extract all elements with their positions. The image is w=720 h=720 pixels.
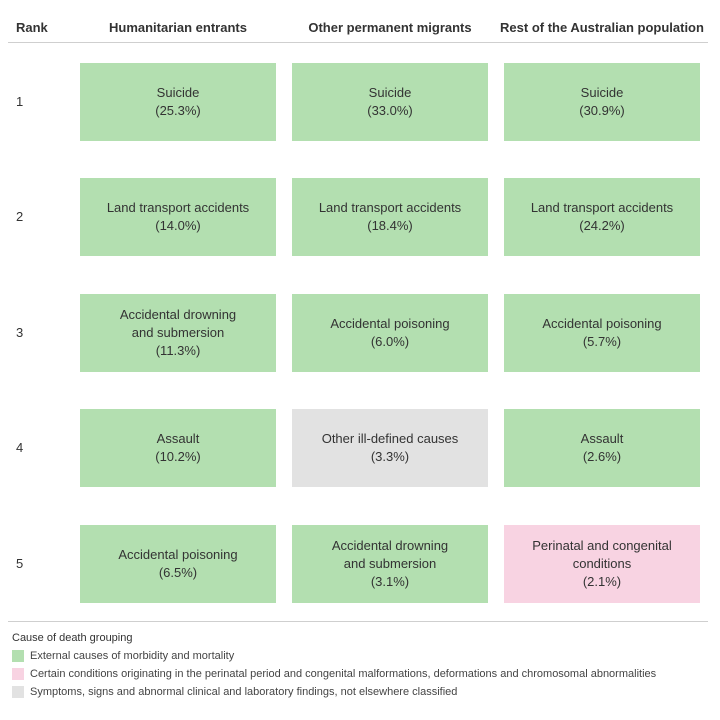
rank-number: 3	[16, 325, 24, 340]
cause-cell: Suicide (30.9%)	[504, 63, 700, 141]
legend-swatch-external	[12, 650, 24, 662]
cause-cell: Assault (10.2%)	[80, 409, 276, 487]
cause-cell: Accidental drowning and submersion (11.3%…	[80, 294, 276, 372]
cause-percentage: (2.1%)	[582, 574, 622, 589]
cause-percentage: (2.6%)	[582, 449, 622, 464]
cause-cell: Assault (2.6%)	[504, 409, 700, 487]
cause-cell: Land transport accidents (18.4%)	[292, 178, 488, 256]
header-divider	[8, 42, 708, 43]
cause-percentage: (3.3%)	[370, 449, 410, 464]
cause-percentage: (30.9%)	[579, 103, 625, 118]
cause-cell: Accidental poisoning (5.7%)	[504, 294, 700, 372]
legend-swatch-symptoms	[12, 686, 24, 698]
legend-item-symptoms: Symptoms, signs and abnormal clinical an…	[12, 686, 457, 698]
cause-cell: Accidental drowning and submersion (3.1%)	[292, 525, 488, 603]
legend-label-perinatal: Certain conditions originating in the pe…	[30, 668, 657, 680]
cause-label: Suicide	[156, 85, 200, 100]
cause-label: Assault	[156, 431, 200, 446]
cause-percentage: (6.5%)	[158, 565, 198, 580]
cause-label: Accidental poisoning	[118, 547, 238, 562]
cause-percentage: (14.0%)	[155, 218, 201, 233]
cause-percentage: (18.4%)	[367, 218, 413, 233]
cause-cell: Other ill-defined causes (3.3%)	[292, 409, 488, 487]
cause-percentage: (25.3%)	[155, 103, 201, 118]
header-other-permanent-migrants: Other permanent migrants	[308, 20, 472, 35]
cause-percentage: (33.0%)	[367, 103, 413, 118]
cause-label: Perinatal and congenital conditions	[532, 538, 672, 571]
cause-percentage: (11.3%)	[155, 343, 201, 358]
cause-label: Land transport accidents	[530, 200, 674, 215]
cause-percentage: (3.1%)	[370, 574, 410, 589]
legend-label-external: External causes of morbidity and mortali…	[30, 650, 235, 662]
rank-number: 2	[16, 209, 24, 224]
cause-label: Accidental poisoning	[330, 316, 450, 331]
cause-cell: Land transport accidents (14.0%)	[80, 178, 276, 256]
cause-cell: Perinatal and congenital conditions (2.1%…	[504, 525, 700, 603]
rank-number: 4	[16, 440, 24, 455]
header-rest-of-population: Rest of the Australian population	[500, 20, 704, 35]
cause-cell: Suicide (25.3%)	[80, 63, 276, 141]
cause-label: Suicide	[580, 85, 624, 100]
cause-label: Accidental poisoning	[542, 316, 662, 331]
cause-percentage: (10.2%)	[155, 449, 201, 464]
cause-cell: Accidental poisoning (6.5%)	[80, 525, 276, 603]
legend-item-external: External causes of morbidity and mortali…	[12, 650, 234, 662]
cause-cell: Land transport accidents (24.2%)	[504, 178, 700, 256]
legend-label-symptoms: Symptoms, signs and abnormal clinical an…	[30, 686, 458, 698]
legend-swatch-perinatal	[12, 668, 24, 680]
cause-label: Accidental drowning and submersion	[119, 307, 237, 340]
cause-label: Land transport accidents	[318, 200, 462, 215]
legend-item-perinatal: Certain conditions originating in the pe…	[12, 668, 656, 680]
cause-label: Assault	[580, 431, 624, 446]
cause-label: Suicide	[368, 85, 412, 100]
cause-label: Accidental drowning and submersion	[331, 538, 449, 571]
cause-label: Land transport accidents	[106, 200, 250, 215]
legend-divider	[8, 621, 708, 622]
legend-title: Cause of death grouping	[12, 632, 133, 644]
cause-cell: Suicide (33.0%)	[292, 63, 488, 141]
rank-number: 1	[16, 94, 24, 109]
header-humanitarian-entrants: Humanitarian entrants	[109, 20, 247, 35]
cause-percentage: (6.0%)	[370, 334, 410, 349]
cause-percentage: (24.2%)	[579, 218, 625, 233]
cause-percentage: (5.7%)	[582, 334, 622, 349]
cause-cell: Accidental poisoning (6.0%)	[292, 294, 488, 372]
rank-number: 5	[16, 556, 24, 571]
cause-label: Other ill-defined causes	[321, 431, 459, 446]
rank-header: Rank	[16, 20, 48, 35]
